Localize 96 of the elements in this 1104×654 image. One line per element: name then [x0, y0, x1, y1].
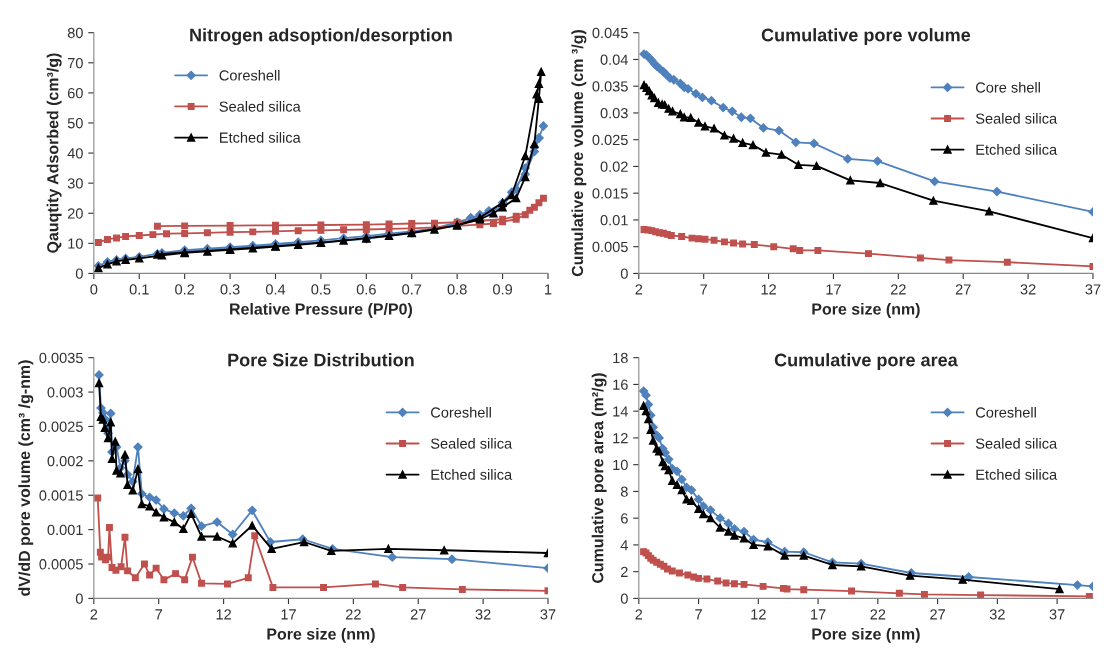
y-tick-label: 0.025 [592, 134, 628, 146]
y-tick-label: 12 [613, 433, 628, 444]
x-tick-label: 12 [761, 284, 776, 295]
y-tick-label: 0.0015 [39, 490, 83, 501]
y-tick-label: 0.0025 [39, 421, 83, 432]
x-tick-label: 0.6 [356, 284, 376, 295]
y-axis-title: dV/dD pore volume (cm³ /g-nm) [18, 360, 34, 596]
x-tick-label: 2 [90, 609, 98, 620]
legend-label: Coreshell [976, 406, 1036, 418]
y-tick-label: 0.001 [47, 524, 83, 536]
legend-label: Etched silica [220, 132, 301, 143]
y-tick-label: 10 [68, 238, 83, 249]
x-tick-label: 0 [90, 284, 98, 295]
x-tick-label: 27 [410, 609, 426, 620]
x-tick-label: 37 [1085, 284, 1101, 295]
x-axis-title: Pore size (nm) [812, 302, 920, 318]
x-tick-label: 32 [989, 609, 1005, 620]
chart-title: Nitrogen adsoption/desorption [190, 28, 452, 46]
x-tick-label: 22 [890, 284, 906, 295]
legend-label: Sealed silica [975, 113, 1058, 124]
x-tick-label: 0.2 [175, 284, 195, 295]
y-tick-label: 18 [613, 352, 628, 364]
y-tick-label: 0.015 [592, 188, 628, 199]
x-tick-label: 0.8 [447, 284, 467, 295]
y-tick-label: 20 [67, 208, 83, 219]
x-tick-label: 0.7 [402, 284, 422, 295]
y-tick-label: 8 [620, 486, 628, 497]
y-tick-label: 0.01 [600, 215, 628, 226]
x-tick-label: 37 [540, 609, 556, 620]
y-tick-label: 14 [613, 406, 628, 417]
x-tick-label: 2 [635, 609, 643, 620]
y-tick-label: 0 [620, 593, 628, 604]
x-axis-title: Relative Pressure (P/P0) [230, 302, 413, 318]
x-tick-label: 22 [345, 609, 361, 620]
y-tick-label: 0.002 [47, 455, 83, 467]
y-axis-title: Qauqtity Adsorbed (cm³/g) [46, 53, 62, 253]
chart-title: Cumulative pore volume [761, 28, 971, 45]
x-tick-label: 32 [1020, 284, 1036, 295]
y-tick-label: 0 [75, 593, 83, 604]
x-tick-label: 0.4 [265, 284, 286, 295]
y-tick-label: 0.0005 [39, 559, 83, 570]
y-tick-label: 0.005 [592, 241, 628, 253]
y-tick-label: 0.003 [47, 387, 83, 398]
x-tick-label: 22 [870, 609, 886, 620]
y-axis-title: Cumulative pore area (m²/g) [591, 373, 607, 583]
x-tick-label: 1 [545, 284, 552, 295]
y-tick-label: 0.045 [592, 27, 628, 39]
y-tick-label: 50 [67, 118, 83, 129]
y-tick-label: 4 [620, 540, 628, 551]
legend-label: Sealed silica [219, 100, 301, 112]
y-tick-label: 0 [620, 268, 628, 279]
legend-label: Coreshell [431, 406, 491, 418]
chart-title: Pore Size Distribution [228, 353, 414, 367]
x-tick-label: 0.5 [311, 284, 331, 295]
y-tick-label: 16 [613, 379, 628, 390]
legend-label: Core shell [976, 81, 1040, 93]
legend-label: Etched silica [976, 144, 1058, 155]
x-tick-label: 7 [700, 284, 708, 295]
x-tick-label: 12 [216, 609, 231, 620]
x-tick-label: 27 [955, 284, 971, 295]
x-tick-label: 17 [281, 609, 296, 620]
x-tick-label: 0.1 [129, 284, 149, 295]
x-tick-label: 2 [635, 284, 643, 295]
y-tick-label: 30 [67, 178, 83, 189]
y-tick-label: 40 [67, 148, 83, 159]
x-axis-title: Pore size (nm) [267, 627, 375, 643]
y-tick-label: 70 [67, 57, 83, 69]
y-tick-label: 10 [613, 459, 628, 471]
y-tick-label: 0.02 [600, 161, 628, 172]
y-tick-label: 0.0035 [39, 352, 83, 364]
chart-title: Cumulative pore area [774, 353, 958, 370]
legend-label: Etched silica [976, 469, 1058, 480]
x-axis-title: Pore size (nm) [812, 627, 920, 643]
y-axis-title: Cumulative pore volume (cm ³/g) [571, 30, 587, 277]
y-tick-label: 0.04 [600, 54, 628, 65]
legend-label: Sealed silica [975, 438, 1058, 449]
y-tick-label: 2 [621, 566, 628, 577]
x-tick-label: 17 [811, 609, 826, 620]
x-tick-label: 7 [695, 609, 702, 620]
x-tick-label: 7 [155, 609, 163, 620]
legend-label: Etched silica [431, 469, 513, 480]
y-tick-label: 0.035 [592, 81, 628, 92]
x-tick-label: 37 [1049, 609, 1065, 620]
x-tick-label: 12 [751, 609, 766, 620]
y-tick-label: 0.03 [600, 108, 628, 119]
x-tick-label: 32 [475, 609, 491, 620]
y-tick-label: 0 [75, 268, 83, 279]
x-tick-label: 27 [930, 609, 945, 620]
x-tick-label: 0.9 [493, 284, 513, 295]
x-tick-label: 0.3 [220, 284, 240, 295]
y-tick-label: 6 [621, 513, 628, 524]
y-tick-label: 60 [67, 87, 83, 99]
legend-label: Sealed silica [430, 438, 513, 449]
x-tick-label: 17 [826, 284, 841, 295]
y-tick-label: 80 [67, 27, 83, 39]
legend-label: Coreshell [219, 69, 280, 81]
